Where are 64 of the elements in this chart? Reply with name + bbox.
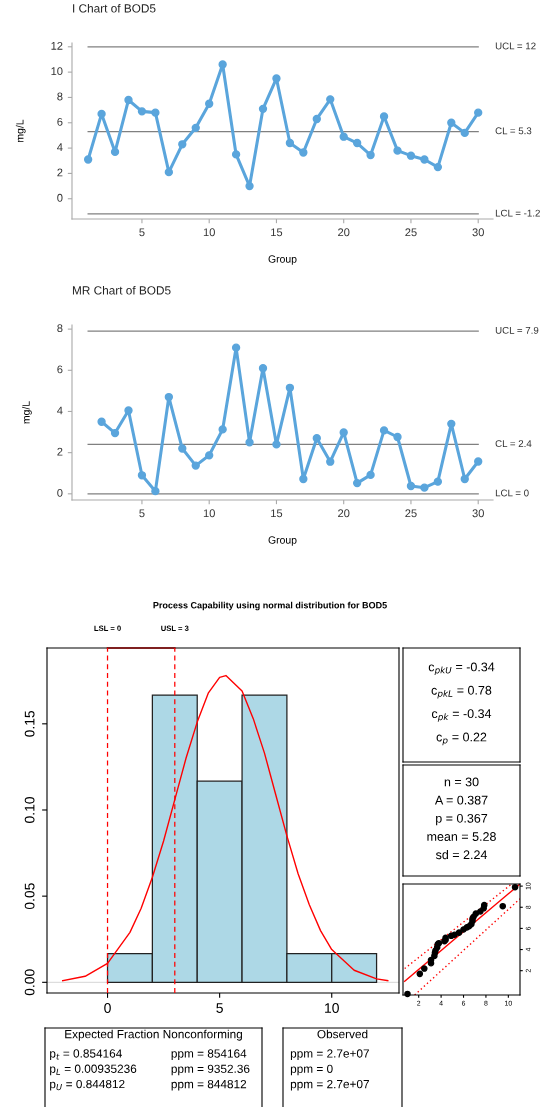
x-tick-label: 5 <box>139 228 145 237</box>
y-tick-label: 0.10 <box>24 797 35 823</box>
text: p = 0.367 <box>436 813 488 826</box>
x-tick-label: 5 <box>139 509 145 518</box>
x-tick-label: 0 <box>104 1003 111 1013</box>
text: ppm = 0 <box>290 1064 333 1076</box>
x-axis-title: Group <box>268 255 297 265</box>
x-tick-label: 15 <box>271 509 283 518</box>
y-axis-title: mg/L <box>22 401 32 424</box>
text: ppm = 9352.36 <box>171 1064 250 1076</box>
x-tick-label: 5 <box>216 1003 223 1013</box>
text: n = 30 <box>444 777 479 787</box>
y-tick-label: 0 <box>57 193 63 202</box>
x-tick-label: 10 <box>203 228 215 237</box>
y-tick-label: 8 <box>57 92 63 101</box>
chart-title: I Chart of BOD5 <box>73 3 156 13</box>
x-tick-label: 10 <box>325 1003 339 1013</box>
text: ppm = 2.7e+07 <box>290 1049 369 1061</box>
ref-line-label: UCL = 12 <box>495 42 536 50</box>
chart-title: Process Capability using normal distribution for BOD5 <box>153 601 387 611</box>
text: c$_{p}$ = 0.22 <box>436 732 487 746</box>
ref-line-label: LCL = 0 <box>495 489 529 497</box>
x-tick-label: 15 <box>271 228 283 237</box>
x-tick-label: 25 <box>405 509 417 518</box>
ref-line-label: CL = 5.3 <box>495 127 532 135</box>
x-tick-label: 20 <box>338 228 350 237</box>
text: Expected Fraction Nonconforming <box>65 1029 242 1041</box>
ref-line-label: UCL = 7.9 <box>495 326 539 334</box>
text: A = 0.387 <box>434 795 488 805</box>
y-tick-label: 2 <box>57 447 63 456</box>
y-tick-label: 4 <box>57 143 63 151</box>
text: c$_{pkU}$ = -0.34 <box>428 662 495 676</box>
y-tick-label: 6 <box>57 365 63 374</box>
y-tick-label: 2 <box>57 168 63 177</box>
x-tick-label: 30 <box>472 228 484 237</box>
y-tick-label: 0 <box>57 488 63 497</box>
y-tick-label: 0.05 <box>24 883 35 910</box>
text: ppm = 854164 <box>171 1049 247 1061</box>
chart-title: MR Chart of BOD5 <box>72 285 171 295</box>
text: p$_{U}$ = 0.844812 <box>50 1079 125 1091</box>
ref-line-label: LCL = -1.2 <box>495 209 540 217</box>
text: ppm = 2.7e+07 <box>290 1079 369 1091</box>
text: c$_{pk}$ = -0.34 <box>431 709 492 722</box>
y-tick-label: 10 <box>51 67 63 76</box>
text: mean = 5.28 <box>427 832 496 841</box>
x-axis-title: Group <box>268 536 297 546</box>
y-tick-label: 4 <box>57 406 63 415</box>
y-tick-label: 6 <box>57 117 63 126</box>
y-tick-label: 0.15 <box>24 710 35 737</box>
y-tick-label: 0.00 <box>24 969 35 996</box>
text: p$_{L}$ = 0.00935236 <box>50 1064 137 1076</box>
x-tick-label: 30 <box>472 509 484 518</box>
y-tick-label: 12 <box>51 41 63 50</box>
y-axis-title: mg/L <box>15 119 26 142</box>
text: ppm = 844812 <box>171 1079 247 1091</box>
text: p$_{t}$ = 0.854164 <box>50 1049 122 1060</box>
ref-line-label: CL = 2.4 <box>495 440 532 448</box>
text: Observed <box>317 1029 368 1039</box>
x-tick-label: 25 <box>405 228 417 237</box>
x-tick-label: 10 <box>203 509 215 518</box>
text: sd = 2.24 <box>435 849 488 860</box>
text: c$_{pkL}$ = 0.78 <box>431 685 492 699</box>
x-tick-label: 20 <box>338 509 350 518</box>
y-tick-label: 8 <box>57 324 63 333</box>
